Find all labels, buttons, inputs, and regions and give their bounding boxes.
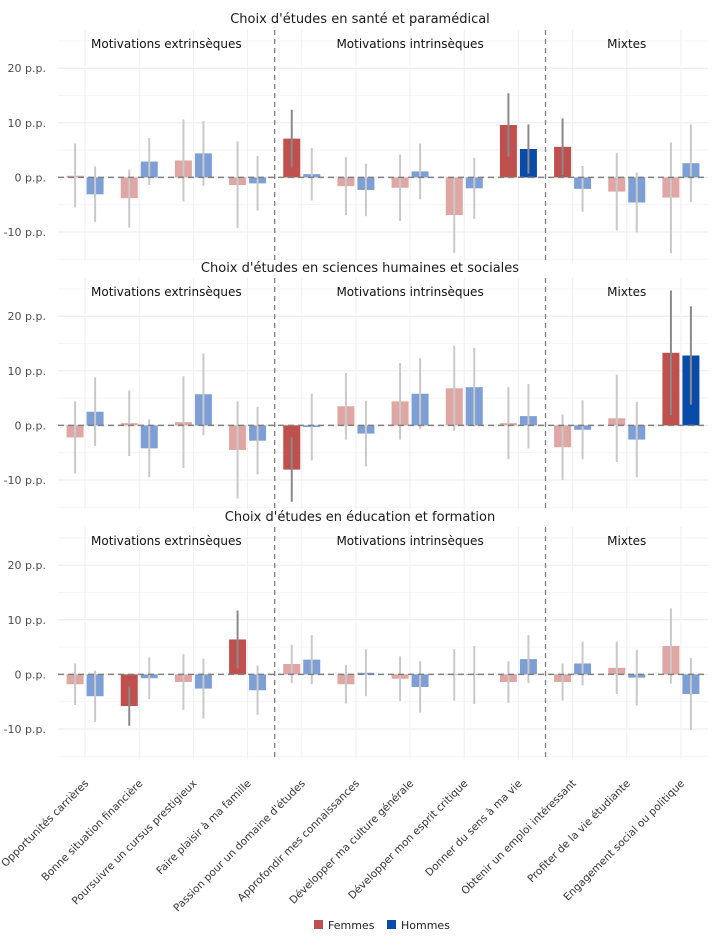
panel-1: Choix d'études en santé et paramédical -1… <box>4 12 708 262</box>
y-tick-label: 10 p.p. <box>8 117 46 130</box>
panel-title: Choix d'études en santé et paramédical <box>230 12 490 27</box>
y-tick-label: -10 p.p. <box>4 226 46 239</box>
category-label: Opportunités carrières <box>0 778 91 870</box>
group-label: Motivations extrinsèques <box>91 534 242 548</box>
y-tick-label: 20 p.p. <box>8 310 46 323</box>
y-tick-label: 10 p.p. <box>8 614 46 627</box>
legend-swatch-femmes <box>314 920 323 929</box>
category-label: Développer mon esprit critique <box>346 778 470 902</box>
chart-panels: Choix d'études en santé et paramédical -1… <box>4 12 708 759</box>
group-label: Mixtes <box>607 37 646 51</box>
y-tick-label: 0 p.p. <box>15 668 46 681</box>
group-label: Motivations extrinsèques <box>91 285 242 299</box>
group-label: Mixtes <box>607 534 646 548</box>
legend-label-hommes: Hommes <box>401 919 450 932</box>
category-label: Profiter de la vie étudiante <box>525 778 633 886</box>
panel-title: Choix d'études en éducation et formation <box>225 510 495 525</box>
group-label: Motivations intrinsèques <box>336 37 483 51</box>
legend: Femmes Hommes <box>314 919 450 932</box>
legend-label-femmes: Femmes <box>328 919 375 932</box>
y-tick-label: 20 p.p. <box>8 62 46 75</box>
category-label: Obtenir un emploi intéressant <box>459 778 579 898</box>
y-tick-label: 0 p.p. <box>15 171 46 184</box>
panel-3: Choix d'études en éducation et formation… <box>4 510 708 759</box>
y-tick-label: -10 p.p. <box>4 474 46 487</box>
category-label: Faire plaisir à ma famille <box>154 778 253 877</box>
group-label: Mixtes <box>607 285 646 299</box>
category-label: Bonne situation financière <box>39 778 145 884</box>
group-label: Motivations intrinsèques <box>336 285 483 299</box>
legend-swatch-hommes <box>387 920 396 929</box>
y-tick-label: 20 p.p. <box>8 559 46 572</box>
group-label: Motivations intrinsèques <box>336 534 483 548</box>
panel-title: Choix d'études en sciences humaines et s… <box>201 261 519 276</box>
category-label: Engagement social ou politique <box>561 778 687 904</box>
group-label: Motivations extrinsèques <box>91 37 242 51</box>
y-tick-label: -10 p.p. <box>4 723 46 736</box>
panel-2: Choix d'études en sciences humaines et s… <box>4 261 708 510</box>
y-tick-label: 0 p.p. <box>15 419 46 432</box>
category-label: Donner du sens à ma vie <box>423 778 524 879</box>
y-tick-label: 10 p.p. <box>8 365 46 378</box>
